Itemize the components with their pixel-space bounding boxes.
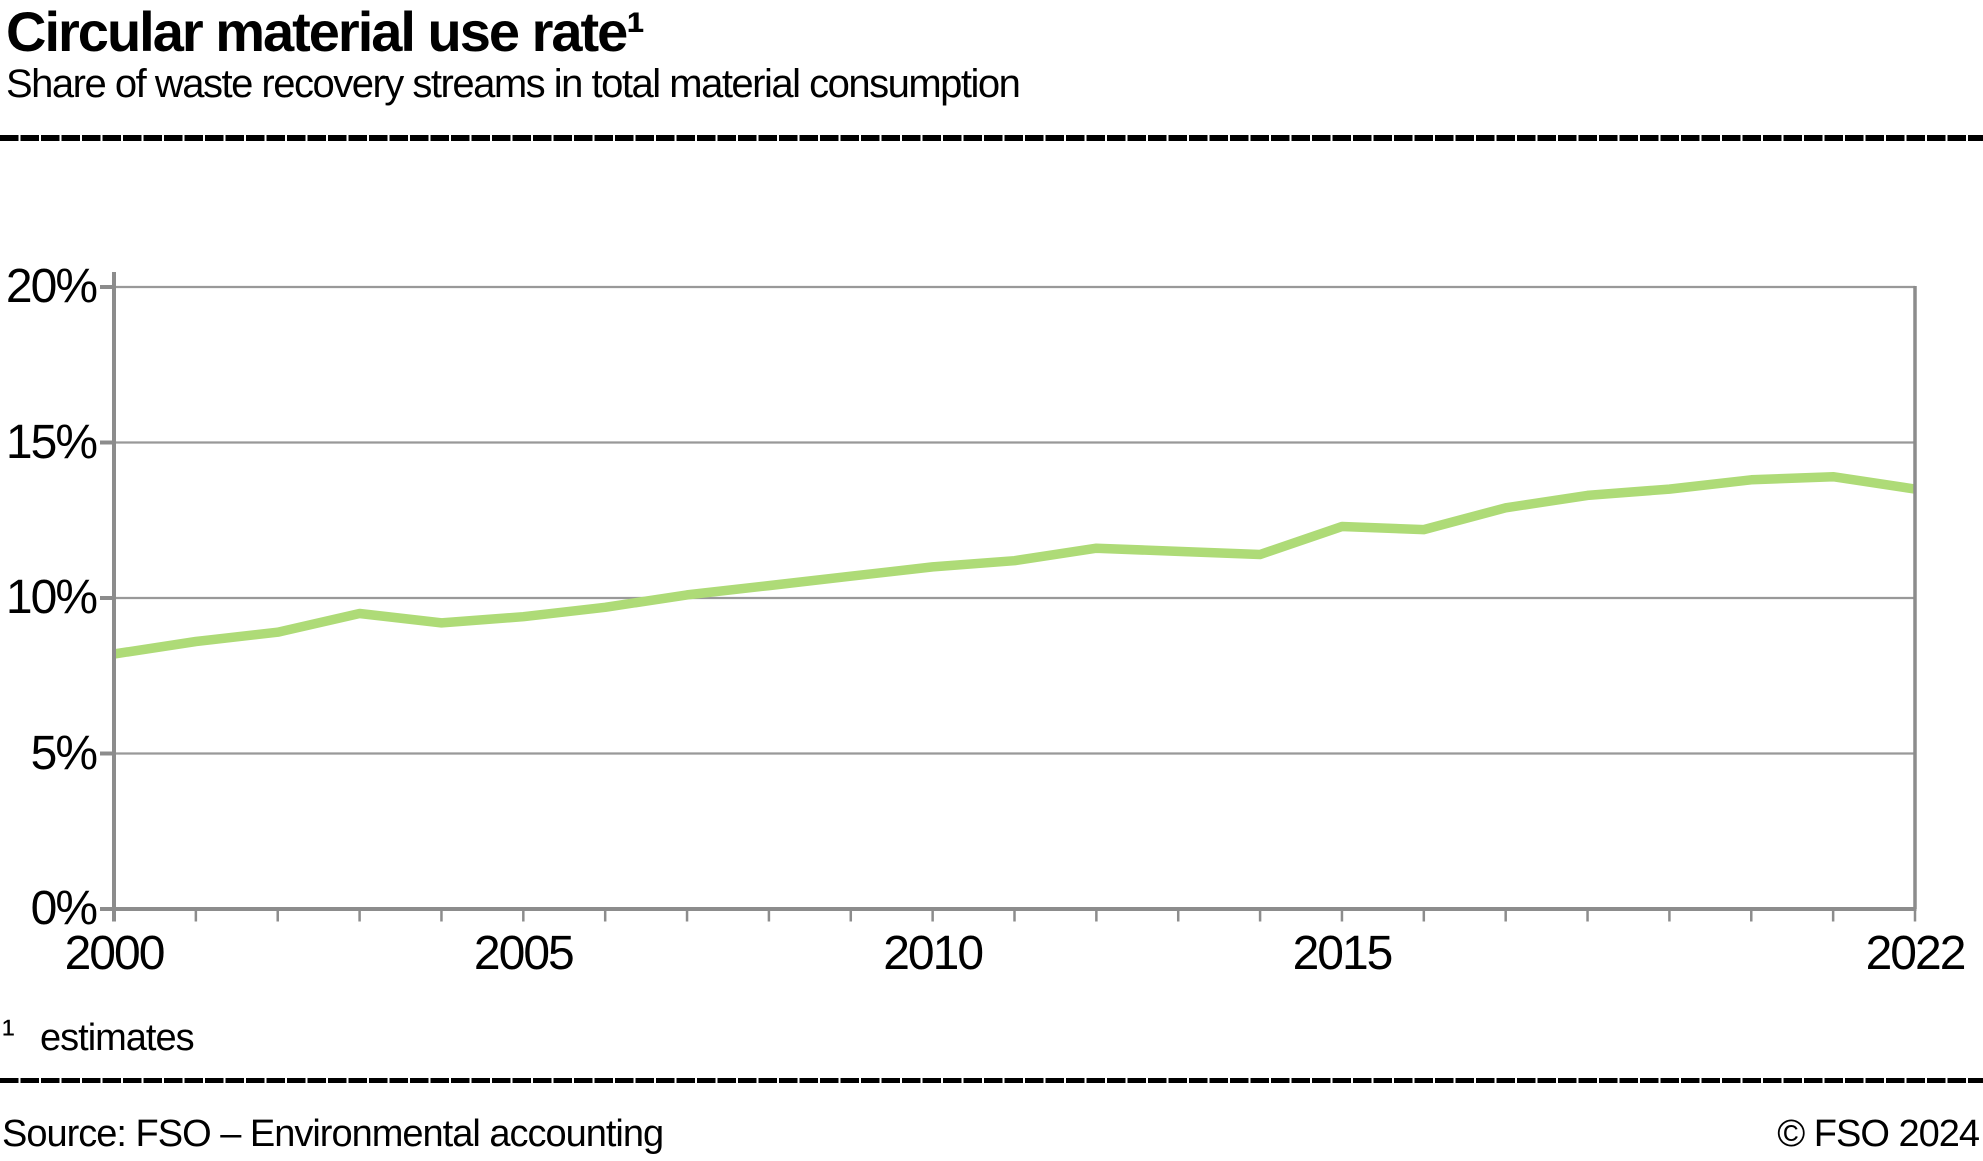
y-tick-label-15: 15% bbox=[5, 415, 98, 469]
page-subtitle: Share of waste recovery streams in total… bbox=[6, 62, 1021, 106]
y-tick-label-0: 0% bbox=[30, 882, 98, 935]
x-tick-label-2000: 2000 bbox=[64, 927, 166, 980]
y-tick-label-20: 20% bbox=[5, 260, 98, 313]
y-tick-label-10: 10% bbox=[5, 571, 98, 624]
footnote-text: estimates bbox=[40, 1017, 195, 1059]
page-title: Circular material use rate¹ bbox=[6, 0, 645, 63]
y-tick-label-5: 5% bbox=[30, 726, 98, 780]
copyright-text: © FSO 2024 bbox=[1777, 1113, 1980, 1155]
footnote-marker: ¹ bbox=[2, 1013, 15, 1055]
x-tick-label-2022: 2022 bbox=[1865, 927, 1967, 980]
footer-divider-rule bbox=[0, 1078, 1983, 1083]
source-text: Source: FSO – Environmental accounting bbox=[2, 1113, 664, 1155]
axes-group bbox=[100, 272, 1917, 922]
header-divider-rule bbox=[0, 135, 1983, 141]
x-tick-label-2015: 2015 bbox=[1292, 927, 1394, 980]
x-tick-label-2005: 2005 bbox=[473, 927, 575, 980]
gridlines-group bbox=[114, 285, 1915, 755]
data-line bbox=[113, 471, 1916, 659]
line-series-group bbox=[113, 471, 1916, 659]
x-tick-label-2010: 2010 bbox=[883, 927, 984, 980]
